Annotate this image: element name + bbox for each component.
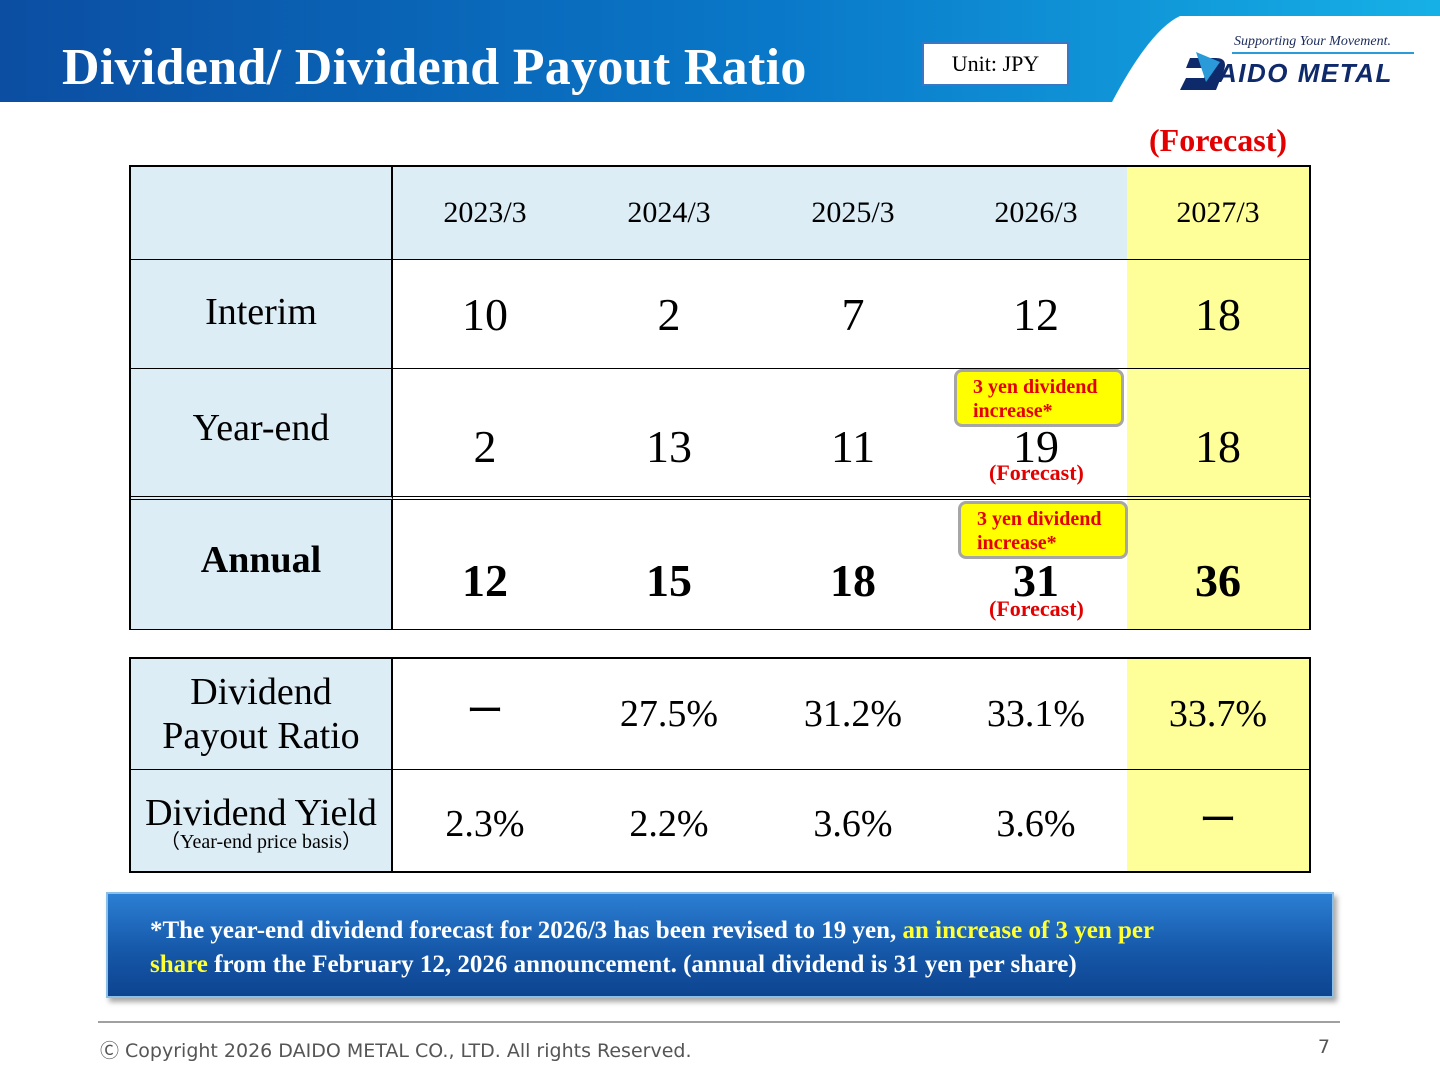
page-number: 7 [1317, 1036, 1330, 1058]
interim-2024: 2 [577, 260, 761, 369]
row-label-dividend-yield: Dividend Yield （Year-end price basis） [131, 770, 393, 873]
year-header-2024: 2024/3 [577, 167, 761, 260]
ratio-table: Dividend Payout Ratio ー 27.5% 31.2% 33.1… [129, 657, 1311, 873]
annual-2023: 12 [393, 500, 577, 630]
year-end-2023: 2 [393, 369, 577, 500]
interim-2026: 12 [945, 260, 1127, 369]
callout-line-2: increase* [977, 532, 1057, 554]
year-header-2025: 2025/3 [761, 167, 945, 260]
callout-line-2: increase* [973, 400, 1053, 422]
annual-increase-callout: 3 yen dividend increase* [958, 501, 1128, 559]
annual-2024: 15 [577, 500, 761, 630]
note-text-part-2: from the February 12, 2026 announcement.… [207, 951, 1077, 978]
payout-2024: 27.5% [577, 659, 761, 770]
year-end-2024: 13 [577, 369, 761, 500]
note-highlight-2: share [150, 951, 208, 978]
footer-divider [98, 1021, 1340, 1023]
daido-metal-logo-icon [1180, 52, 1225, 90]
dividend-table: 2023/3 2024/3 2025/3 2026/3 2027/3 Inter… [129, 165, 1311, 630]
interim-2025: 7 [761, 260, 945, 369]
payout-label-line-2: Payout Ratio [162, 715, 360, 757]
tagline-underline [1232, 52, 1414, 54]
year-header-2023: 2023/3 [393, 167, 577, 260]
yield-label-line-1: Dividend Yield [145, 791, 377, 834]
unit-label: Unit: JPY [922, 42, 1069, 86]
copyright-text: Ⓒ Copyright 2026 DAIDO METAL CO., LTD. A… [100, 1040, 692, 1062]
row-label-annual: Annual [131, 500, 393, 630]
header-background [0, 0, 1440, 102]
year-header-2027: 2027/3 [1127, 167, 1311, 260]
ratio-table-bottom-border [129, 871, 1311, 873]
year-end-2027: 18 [1127, 369, 1311, 500]
page-title: Dividend/ Dividend Payout Ratio [62, 39, 807, 96]
note-text-part-1: *The year-end dividend forecast for 2026… [150, 917, 903, 944]
payout-2023: ー [393, 659, 577, 770]
note-highlight-1: an increase of 3 yen per [902, 917, 1155, 944]
header-bar: Dividend/ Dividend Payout Ratio [0, 0, 1440, 102]
row-label-payout-ratio: Dividend Payout Ratio [131, 659, 393, 770]
payout-2027: 33.7% [1127, 659, 1311, 770]
company-logo-text: AIDO METAL [1218, 58, 1393, 88]
row-label-year-end: Year-end [131, 369, 393, 500]
year-header-2026: 2026/3 [945, 167, 1127, 260]
interim-2027: 18 [1127, 260, 1311, 369]
dividend-revision-note: *The year-end dividend forecast for 2026… [106, 892, 1334, 998]
annual-2027: 36 [1127, 500, 1311, 630]
forecast-column-label: (Forecast) [1149, 122, 1287, 158]
payout-2025: 31.2% [761, 659, 945, 770]
header-corner-cell [131, 167, 393, 260]
year-end-forecast-note: (Forecast) [989, 460, 1084, 485]
annual-2025: 18 [761, 500, 945, 630]
payout-2026: 33.1% [945, 659, 1127, 770]
annual-forecast-note: (Forecast) [989, 596, 1084, 621]
yield-2023: 2.3% [393, 770, 577, 873]
year-end-2025: 11 [761, 369, 945, 500]
company-tagline: Supporting Your Movement. [1234, 34, 1391, 49]
yield-2024: 2.2% [577, 770, 761, 873]
yield-2025: 3.6% [761, 770, 945, 873]
payout-label-line-1: Dividend [190, 671, 332, 713]
callout-line-1: 3 yen dividend [973, 376, 1098, 398]
callout-line-1: 3 yen dividend [977, 508, 1102, 530]
yield-label-line-2: （Year-end price basis） [160, 830, 362, 853]
row-label-interim: Interim [131, 260, 393, 369]
interim-2023: 10 [393, 260, 577, 369]
yield-2027: ー [1127, 770, 1311, 873]
yield-2026: 3.6% [945, 770, 1127, 873]
year-end-increase-callout: 3 yen dividend increase* [954, 369, 1124, 427]
